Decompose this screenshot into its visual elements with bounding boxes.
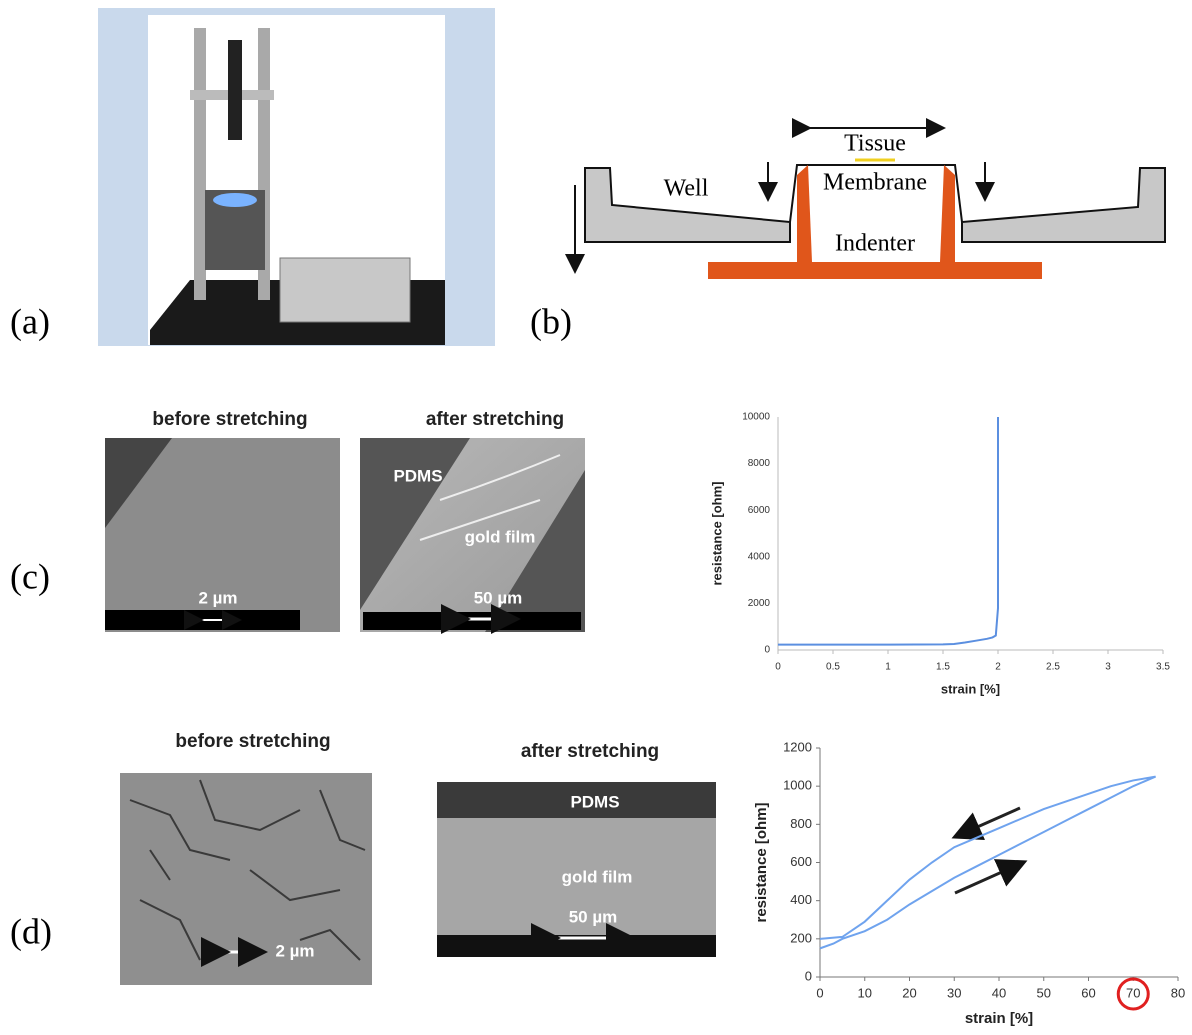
panel-label: (a)	[10, 301, 50, 341]
indenter-diagram	[565, 118, 1166, 279]
y-tick-label: 8000	[748, 458, 771, 469]
image-title: before stretching	[175, 731, 330, 752]
x-tick-label: 1.5	[936, 662, 950, 673]
scale-label: 50 µm	[474, 588, 523, 607]
scale-label: 2 µm	[275, 941, 314, 960]
photo-a	[98, 8, 495, 346]
image-label: PDMS	[570, 792, 619, 811]
y-tick-label: 600	[790, 854, 812, 869]
x-tick-label: 3.5	[1156, 662, 1170, 673]
y-tick-label: 4000	[748, 551, 771, 562]
panel-label: (c)	[10, 556, 50, 596]
x-tick-label: 70	[1126, 985, 1140, 1000]
x-axis-title: strain [%]	[965, 1010, 1033, 1027]
y-tick-label: 10000	[742, 412, 770, 423]
y-tick-label: 1000	[783, 778, 812, 793]
diagram-label: Well	[664, 176, 709, 202]
chart-annotations	[951, 806, 1028, 895]
image-label: gold film	[465, 527, 536, 546]
image-title: after stretching	[521, 741, 659, 762]
x-tick-label: 0.5	[826, 662, 840, 673]
y-tick-label: 0	[764, 645, 770, 656]
diagram-label: Indenter	[835, 231, 915, 257]
image-title: before stretching	[152, 409, 307, 430]
x-tick-label: 2	[995, 662, 1001, 673]
image-label: PDMS	[393, 466, 442, 485]
x-tick-label: 30	[947, 985, 961, 1000]
sem-image	[437, 782, 716, 957]
x-tick-label: 3	[1105, 662, 1111, 673]
image-title: after stretching	[426, 409, 564, 430]
y-axis-title: resistance [ohm]	[709, 481, 724, 585]
y-tick-label: 2000	[748, 598, 771, 609]
x-tick-label: 40	[992, 985, 1006, 1000]
y-tick-label: 1200	[783, 739, 812, 754]
x-tick-label: 10	[858, 985, 872, 1000]
y-axis-title: resistance [ohm]	[753, 802, 770, 922]
scale-label: 50 µm	[569, 907, 618, 926]
sem-image	[360, 438, 585, 634]
data-line	[778, 417, 999, 646]
image-label: gold film	[562, 867, 633, 886]
x-tick-label: 20	[902, 985, 916, 1000]
scale-label: 2 µm	[198, 588, 237, 607]
diagram-label: Membrane	[823, 170, 927, 196]
y-tick-label: 200	[790, 930, 812, 945]
x-tick-label: 50	[1037, 985, 1051, 1000]
x-tick-label: 80	[1171, 985, 1185, 1000]
diagram-label: Tissue	[844, 131, 906, 157]
data-line	[819, 775, 1157, 950]
highlight-circle	[1116, 977, 1150, 1011]
panel-label: (b)	[530, 301, 572, 341]
y-tick-label: 400	[790, 892, 812, 907]
sem-image	[105, 438, 340, 632]
x-tick-label: 2.5	[1046, 662, 1060, 673]
sem-image	[120, 773, 372, 985]
x-tick-label: 60	[1081, 985, 1095, 1000]
y-tick-label: 6000	[748, 505, 771, 516]
x-tick-label: 0	[816, 985, 823, 1000]
x-tick-label: 1	[885, 662, 891, 673]
y-tick-label: 0	[805, 968, 812, 983]
panel-label: (d)	[10, 911, 52, 951]
x-axis-title: strain [%]	[941, 681, 1000, 696]
y-tick-label: 800	[790, 816, 812, 831]
x-tick-label: 0	[775, 662, 781, 673]
